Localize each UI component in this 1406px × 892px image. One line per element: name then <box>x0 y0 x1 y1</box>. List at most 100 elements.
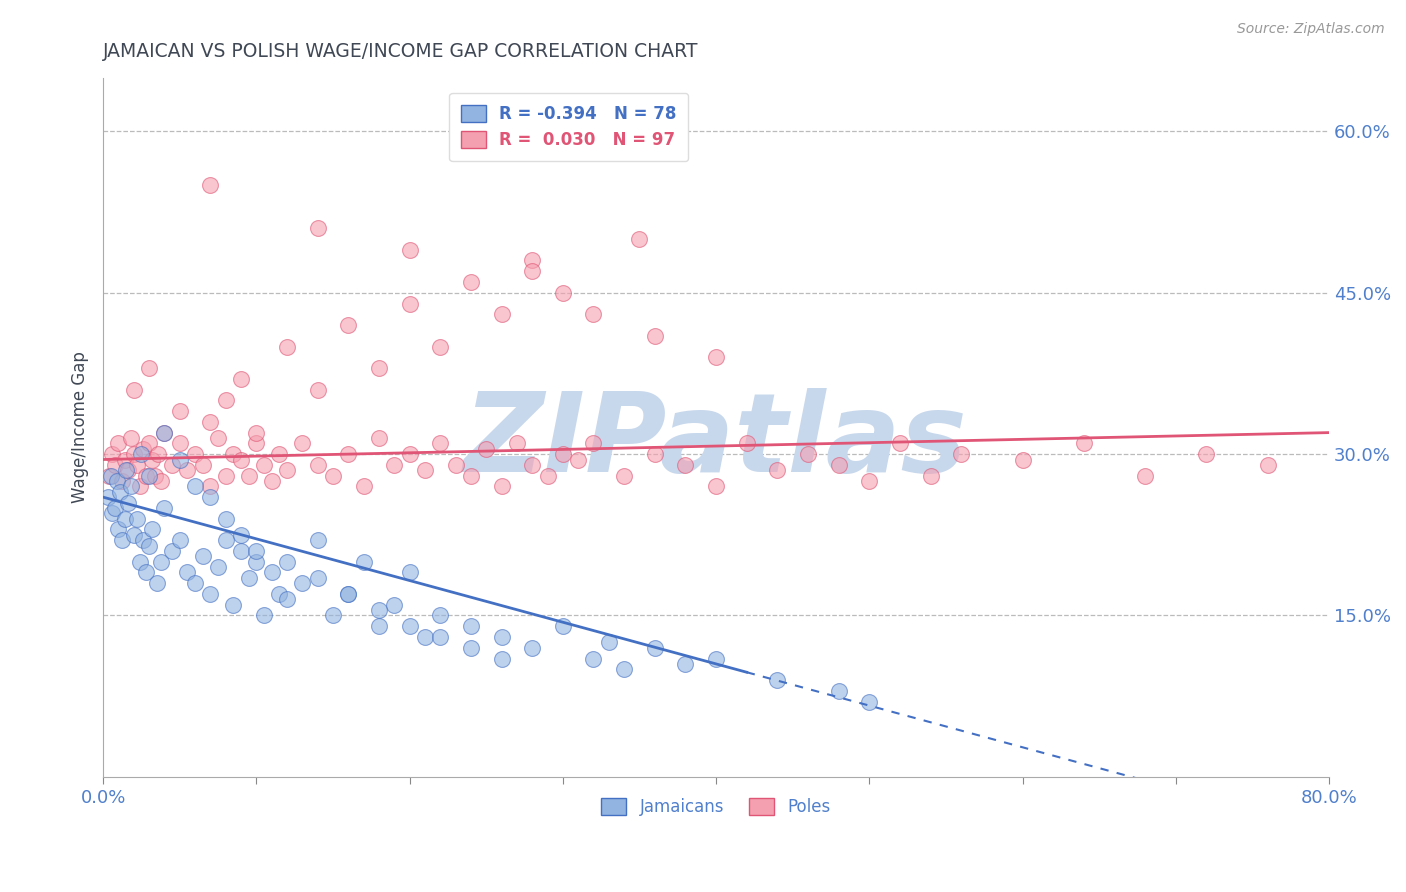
Point <box>797 447 820 461</box>
Point <box>117 495 139 509</box>
Point <box>628 232 651 246</box>
Point <box>122 447 145 461</box>
Point <box>276 340 298 354</box>
Point <box>491 651 513 665</box>
Point <box>150 474 173 488</box>
Point <box>735 436 758 450</box>
Point <box>1195 447 1218 461</box>
Point <box>337 318 360 332</box>
Point <box>114 511 136 525</box>
Point <box>104 458 127 472</box>
Point <box>858 474 880 488</box>
Point <box>253 458 276 472</box>
Point <box>141 523 163 537</box>
Point <box>153 500 176 515</box>
Point <box>398 243 420 257</box>
Point <box>491 479 513 493</box>
Point <box>135 468 157 483</box>
Point <box>115 463 138 477</box>
Point <box>889 436 911 450</box>
Point <box>920 468 942 483</box>
Point <box>222 598 245 612</box>
Point <box>122 528 145 542</box>
Point <box>245 544 267 558</box>
Point <box>950 447 973 461</box>
Point <box>291 436 314 450</box>
Point <box>184 479 207 493</box>
Point <box>491 630 513 644</box>
Point <box>368 619 391 633</box>
Point <box>169 404 191 418</box>
Point <box>766 463 789 477</box>
Point <box>153 425 176 440</box>
Point <box>536 468 558 483</box>
Point <box>138 361 160 376</box>
Point <box>429 340 451 354</box>
Point <box>150 555 173 569</box>
Point <box>160 458 183 472</box>
Point <box>114 452 136 467</box>
Point <box>398 447 420 461</box>
Point <box>245 555 267 569</box>
Point <box>276 555 298 569</box>
Point <box>551 619 574 633</box>
Point <box>110 533 132 548</box>
Point <box>322 468 344 483</box>
Point <box>307 221 329 235</box>
Point <box>184 447 207 461</box>
Point <box>101 447 124 461</box>
Point <box>398 296 420 310</box>
Point <box>229 452 252 467</box>
Point <box>132 533 155 548</box>
Point <box>260 474 283 488</box>
Point <box>1011 452 1033 467</box>
Point <box>429 608 451 623</box>
Point <box>238 571 260 585</box>
Point <box>229 372 252 386</box>
Point <box>229 544 252 558</box>
Point <box>522 458 544 472</box>
Point <box>644 447 666 461</box>
Point <box>307 533 329 548</box>
Point <box>522 253 544 268</box>
Point <box>613 662 636 676</box>
Point <box>138 468 160 483</box>
Point <box>143 468 166 483</box>
Point <box>644 328 666 343</box>
Point <box>222 447 245 461</box>
Point <box>132 442 155 456</box>
Point <box>145 576 167 591</box>
Point <box>107 436 129 450</box>
Point <box>322 608 344 623</box>
Point <box>368 431 391 445</box>
Point <box>337 447 360 461</box>
Point <box>141 452 163 467</box>
Point <box>110 474 132 488</box>
Point <box>460 468 482 483</box>
Point <box>644 640 666 655</box>
Point <box>176 566 198 580</box>
Point <box>176 463 198 477</box>
Point <box>200 479 222 493</box>
Point <box>245 425 267 440</box>
Point <box>1133 468 1156 483</box>
Point <box>398 619 420 633</box>
Point <box>444 458 467 472</box>
Point <box>582 436 605 450</box>
Point <box>704 479 727 493</box>
Point <box>229 528 252 542</box>
Point <box>207 560 229 574</box>
Point <box>148 447 170 461</box>
Point <box>291 576 314 591</box>
Point <box>1257 458 1279 472</box>
Point <box>413 630 436 644</box>
Point <box>551 285 574 300</box>
Point <box>105 474 128 488</box>
Point <box>827 683 849 698</box>
Point <box>582 651 605 665</box>
Point <box>160 544 183 558</box>
Point <box>200 587 222 601</box>
Point <box>382 598 405 612</box>
Point <box>307 571 329 585</box>
Point <box>129 555 152 569</box>
